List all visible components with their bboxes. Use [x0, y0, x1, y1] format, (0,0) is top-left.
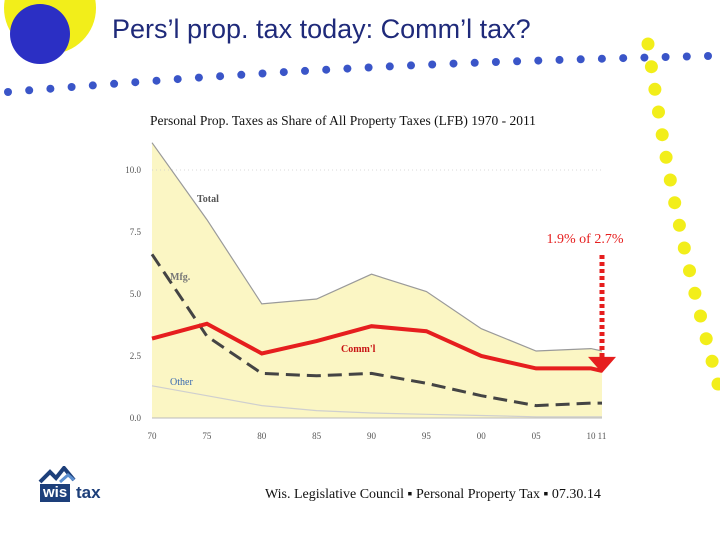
dotted-line-dot [237, 70, 246, 79]
y-tick-label: 7.5 [130, 227, 142, 237]
x-tick-label: 70 [148, 431, 158, 441]
comml-series-label: Comm'l [341, 344, 376, 355]
dotted-line-dot [534, 56, 543, 65]
total-area-fill [152, 142, 602, 418]
other-series-line [151, 385, 602, 418]
chart-title: Personal Prop. Taxes as Share of All Pro… [150, 113, 536, 128]
dotted-line-dot [619, 54, 628, 63]
x-tick-label: 75 [202, 431, 212, 441]
yellow-dotted-arc-dot [641, 37, 655, 51]
dotted-line-dot [67, 83, 76, 91]
dotted-line-dot [364, 63, 373, 72]
dotted-line-dot [428, 60, 437, 69]
blue-circle-decoration [10, 4, 70, 64]
total-series-label: Total [197, 194, 219, 205]
mfg-series-line [150, 253, 602, 408]
mfg-series-label: Mfg. [170, 272, 191, 283]
dotted-line-dot [470, 58, 479, 67]
other-series-label: Other [170, 377, 193, 388]
slide-footer: Wis. Legislative Council ▪ Personal Prop… [265, 487, 601, 502]
dotted-line-dot [279, 68, 288, 77]
dotted-line-dot [640, 53, 649, 62]
yellow-dotted-arc-dot [705, 354, 719, 368]
y-tick-label: 2.5 [130, 351, 142, 361]
dotted-line-dot [661, 53, 670, 61]
dotted-line-dot [682, 52, 691, 61]
dotted-line-dot [513, 57, 522, 66]
yellow-dotted-arc-dot [699, 332, 713, 346]
yellow-dotted-arc-dot [668, 196, 682, 210]
dotted-line-dot [152, 76, 161, 85]
yellow-dotted-arc-dot [652, 105, 665, 119]
annotation-label: 1.9% of 2.7% [547, 232, 624, 247]
total-series-line [151, 142, 603, 352]
x-tick-label: 85 [312, 431, 322, 441]
dotted-line-dot [131, 78, 140, 87]
yellow-dotted-arc-dot [648, 82, 662, 96]
dotted-line-dot [88, 81, 97, 90]
x-tick-label: 80 [257, 431, 267, 441]
dotted-line-dot [491, 58, 500, 66]
x-tick-label: 95 [422, 431, 432, 441]
dotted-line-dot [110, 79, 119, 88]
dotted-line-dot [576, 55, 585, 64]
yellow-dotted-arc-dot [711, 377, 720, 391]
y-tick-label: 0.0 [130, 413, 142, 423]
wistax-logo: wis tax [38, 466, 112, 504]
logo-tax-text: tax [76, 483, 101, 502]
dotted-line-dot [385, 62, 394, 71]
dotted-line-dot [46, 84, 55, 93]
yellow-dotted-arc-dot [655, 128, 669, 142]
mountain-logo-icon [38, 466, 76, 484]
yellow-dotted-arc-dot [672, 218, 686, 232]
yellow-dotted-arc-dot [683, 264, 696, 278]
y-tick-label: 10.0 [125, 165, 141, 175]
yellow-dotted-arc-dot [644, 60, 658, 74]
x-tick-label: 90 [367, 431, 377, 441]
slide-title: Pers’l prop. tax today: Comm’l tax? [112, 14, 531, 44]
dotted-line-dot [173, 75, 182, 84]
x-tick-label: 11 [598, 431, 607, 441]
yellow-dotted-arc-dot [659, 150, 673, 164]
x-tick-label: 00 [477, 431, 487, 441]
yellow-dotted-arc-dot [694, 309, 707, 323]
dotted-line-dot [343, 64, 352, 73]
dotted-line-dot [4, 88, 12, 96]
dotted-line-dot [449, 59, 458, 68]
comml-series-line [151, 321, 603, 373]
logo-wis-text: wis [40, 484, 71, 502]
x-tick-label: 05 [532, 431, 542, 441]
yellow-dotted-arc-dot [663, 173, 677, 187]
annotation-arrow-head [588, 356, 616, 373]
dotted-line-dot [258, 69, 267, 78]
dotted-line-dot [555, 55, 564, 64]
yellow-dotted-arc-dot [677, 241, 691, 255]
dotted-line-dot [25, 86, 34, 95]
dotted-line-dot [704, 52, 712, 60]
yellow-dotted-arc-dot [688, 286, 702, 300]
dotted-line-dot [194, 73, 203, 82]
y-tick-label: 5.0 [130, 289, 142, 299]
dotted-line-dot [322, 65, 331, 74]
dotted-line-dot [597, 54, 606, 63]
dotted-line-dot [216, 72, 225, 81]
dotted-line-dot [301, 66, 309, 75]
dotted-line-dot [407, 61, 415, 70]
x-tick-label: 10 [587, 431, 597, 441]
